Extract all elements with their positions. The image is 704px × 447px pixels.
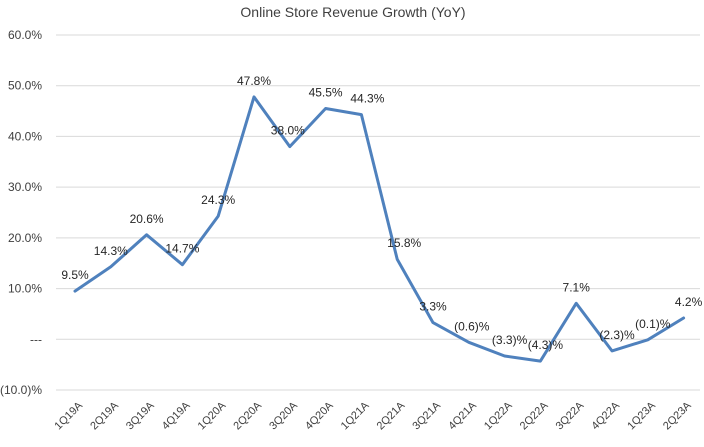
data-label: 3.3% <box>419 300 447 314</box>
x-tick-label: 3Q21A <box>410 399 443 432</box>
x-tick-label: 2Q20A <box>231 399 264 432</box>
data-label: 47.8% <box>237 74 271 88</box>
chart-title: Online Store Revenue Growth (YoY) <box>240 4 465 20</box>
data-label: (4.3)% <box>528 338 564 352</box>
x-tick-label: 2Q19A <box>88 399 121 432</box>
gridlines <box>56 34 700 391</box>
x-tick-label: 4Q21A <box>446 399 479 432</box>
data-label: (3.3)% <box>492 333 528 347</box>
x-tick-label: 2Q22A <box>518 399 551 432</box>
data-labels: 9.5% 14.3% 20.6% 14.7% 24.3% 47.8% 38.0% 45.5% 4… <box>61 74 702 352</box>
data-label: 4.2% <box>675 295 703 309</box>
series-line <box>73 95 686 363</box>
y-axis: 60.0% 50.0% 40.0% 30.0% 20.0% 10.0% --- (10.0)% <box>0 28 42 397</box>
x-axis: 1Q19A 2Q19A 3Q19A 4Q19A 1Q20A 2Q20A 3Q20A 4Q20A… <box>52 399 694 432</box>
y-tick-label: 60.0% <box>8 28 42 42</box>
y-tick-label: 10.0% <box>8 282 42 296</box>
x-tick-label: 1Q23A <box>625 399 658 432</box>
x-tick-label: 2Q21A <box>375 399 408 432</box>
data-label: (0.6)% <box>454 319 490 333</box>
data-label: 14.7% <box>165 242 199 256</box>
data-label: 38.0% <box>271 124 305 138</box>
x-tick-label: 1Q19A <box>52 399 85 432</box>
y-tick-label: 40.0% <box>8 129 42 143</box>
data-label: (0.1)% <box>635 317 671 331</box>
x-tick-label: 4Q22A <box>589 399 622 432</box>
data-label: 44.3% <box>350 92 384 106</box>
data-label: 15.8% <box>387 236 421 250</box>
series-layer <box>73 95 686 363</box>
data-label: 14.3% <box>94 244 128 258</box>
x-tick-label: 1Q21A <box>339 399 372 432</box>
data-label: 7.1% <box>563 280 591 294</box>
data-label: 20.6% <box>130 212 164 226</box>
x-tick-label: 4Q20A <box>303 399 336 432</box>
x-tick-label: 3Q19A <box>124 399 157 432</box>
x-tick-label: 1Q20A <box>196 399 229 432</box>
x-tick-label: 3Q20A <box>267 399 300 432</box>
y-tick-label: 20.0% <box>8 231 42 245</box>
y-tick-label: 30.0% <box>8 180 42 194</box>
y-tick-label: (10.0)% <box>0 383 42 397</box>
x-tick-label: 2Q23A <box>661 399 694 432</box>
y-tick-label: --- <box>30 332 42 346</box>
x-tick-label: 3Q22A <box>554 399 587 432</box>
data-label: 24.3% <box>201 193 235 207</box>
x-tick-label: 1Q22A <box>482 399 515 432</box>
y-tick-label: 50.0% <box>8 79 42 93</box>
data-label: 9.5% <box>61 268 89 282</box>
data-label: 45.5% <box>309 86 343 100</box>
x-tick-label: 4Q19A <box>160 399 193 432</box>
data-label: (2.3)% <box>599 328 635 342</box>
